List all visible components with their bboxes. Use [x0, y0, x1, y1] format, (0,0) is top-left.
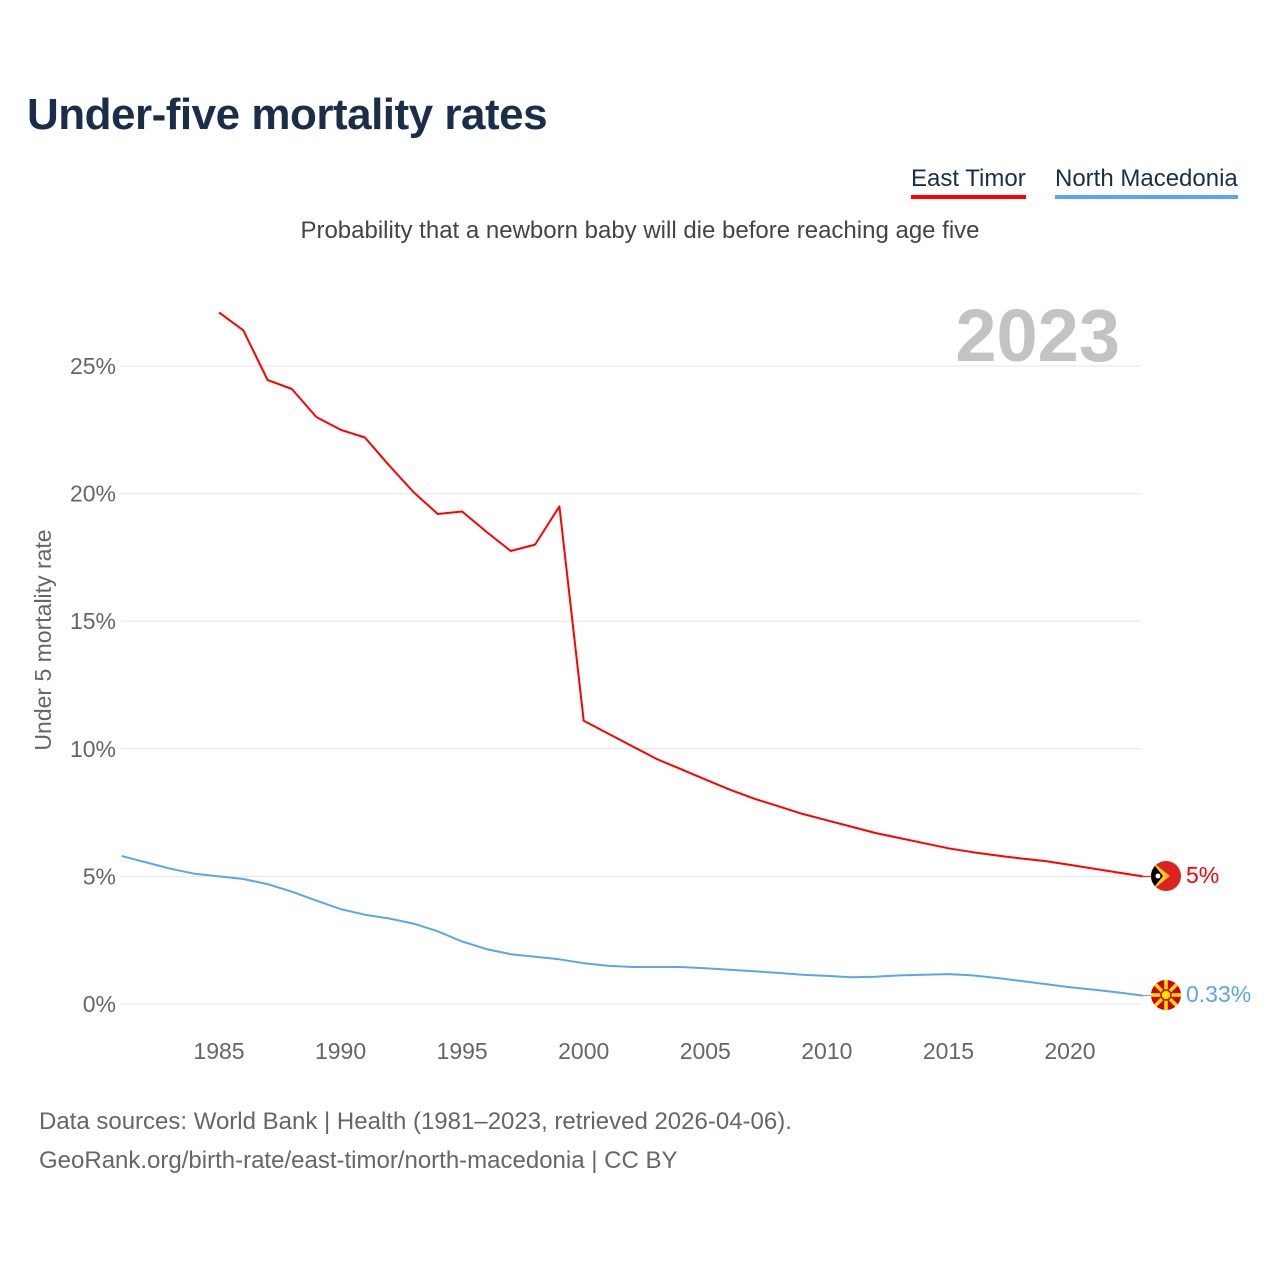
x-tick-label: 2015 [923, 1038, 974, 1064]
source-link[interactable]: GeoRank.org/birth-rate/east-timor/north-… [39, 1147, 678, 1174]
x-tick-label: 2010 [801, 1038, 852, 1064]
data-source-note: Data sources: World Bank | Health (1981–… [39, 1108, 792, 1135]
y-tick-label: 0% [83, 991, 116, 1017]
y-tick-label: 20% [70, 481, 116, 507]
x-tick-label: 2000 [558, 1038, 609, 1064]
x-tick-label: 2005 [680, 1038, 731, 1064]
y-axis-label: Under 5 mortality rate [30, 529, 56, 750]
x-tick-label: 1990 [315, 1038, 366, 1064]
east-timor-end-label: 5% [1186, 862, 1219, 888]
y-tick-label: 10% [70, 736, 116, 762]
chart-subtitle: Probability that a newborn baby will die… [300, 217, 980, 244]
y-tick-label: 25% [70, 353, 116, 379]
year-label: 2023 [955, 294, 1120, 377]
x-tick-label: 1995 [437, 1038, 488, 1064]
series-line-north-macedonia[interactable] [121, 855, 1144, 997]
series-line-east-timor[interactable] [218, 311, 1144, 878]
legend-east-timor[interactable]: East Timor [911, 165, 1026, 199]
legend-north-macedonia[interactable]: North Macedonia [1055, 165, 1238, 199]
y-tick-label: 15% [70, 608, 116, 634]
x-tick-label: 2020 [1044, 1038, 1095, 1064]
x-tick-label: 1985 [193, 1038, 244, 1064]
north-macedonia-flag [1151, 980, 1181, 1010]
chart-title: Under-five mortality rates [27, 90, 548, 139]
east-timor-flag [1151, 861, 1181, 891]
y-tick-label: 5% [83, 863, 116, 889]
north-macedonia-end-label: 0.33% [1186, 981, 1251, 1007]
